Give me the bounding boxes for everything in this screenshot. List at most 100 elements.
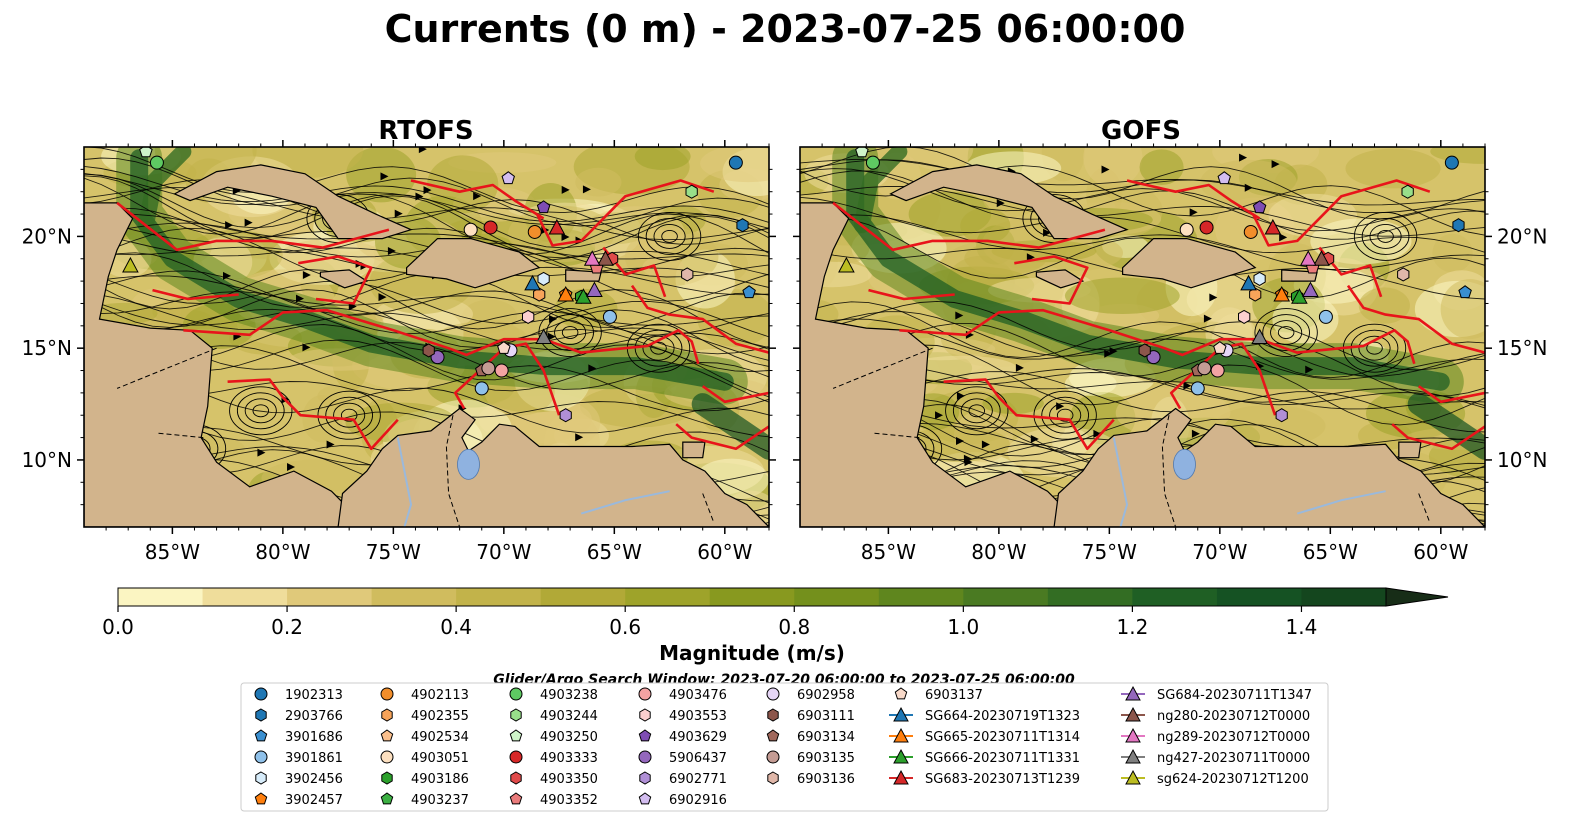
streamline-arrow bbox=[415, 192, 424, 201]
legend-marker bbox=[639, 708, 651, 722]
streamline bbox=[84, 173, 769, 229]
legend-label: 2903766 bbox=[285, 709, 343, 724]
platform-marker bbox=[533, 287, 546, 302]
colorbar-tick-label: 1.2 bbox=[1116, 615, 1148, 639]
eddy-streamline bbox=[968, 404, 986, 418]
streamline-arrow bbox=[935, 411, 944, 420]
landmass bbox=[319, 269, 369, 289]
speed-cell bbox=[700, 147, 769, 183]
eez-boundary bbox=[630, 284, 769, 354]
legend-label: 4902355 bbox=[411, 709, 469, 724]
colorbar-segment bbox=[625, 588, 711, 606]
legend-marker bbox=[893, 706, 909, 722]
streamline-arrow bbox=[473, 192, 482, 201]
streamline-arrow bbox=[1209, 293, 1218, 302]
platform-marker bbox=[1401, 184, 1414, 199]
streamline bbox=[84, 270, 769, 338]
streamline bbox=[800, 301, 1485, 379]
legend-marker bbox=[766, 729, 780, 742]
eddy-streamline bbox=[1049, 402, 1082, 428]
platform-marker bbox=[139, 147, 153, 158]
legend-label: 4903051 bbox=[411, 751, 469, 766]
x-tick-label: 85°W bbox=[145, 540, 200, 564]
landmass bbox=[889, 164, 1129, 240]
legend-marker bbox=[380, 687, 394, 701]
streamline bbox=[800, 158, 1485, 206]
eddy-streamline bbox=[1262, 314, 1310, 351]
legend-label: SG665-20230711T1314 bbox=[925, 730, 1080, 745]
streamline bbox=[84, 298, 769, 361]
colorbar-segment bbox=[794, 588, 880, 606]
legend-label: 6903135 bbox=[797, 751, 855, 766]
platform-marker bbox=[1199, 220, 1214, 235]
speed-cell bbox=[905, 355, 1018, 382]
speed-cell bbox=[1064, 371, 1117, 396]
current-jet-core bbox=[130, 149, 734, 391]
speed-cell bbox=[982, 392, 1044, 415]
speed-cell bbox=[89, 302, 158, 325]
platform-marker bbox=[1275, 408, 1288, 423]
legend-marker bbox=[509, 792, 523, 805]
streamline bbox=[84, 217, 769, 276]
legend-label: ng427-20230711T0000 bbox=[1157, 751, 1310, 766]
eddy-streamline bbox=[1033, 390, 1097, 440]
streamline-arrow bbox=[963, 454, 972, 463]
streamline bbox=[84, 270, 769, 336]
eez-boundary bbox=[868, 288, 955, 301]
legend-label: 3901861 bbox=[285, 751, 343, 766]
speed-cell bbox=[1083, 147, 1143, 188]
streamline-arrow bbox=[1189, 208, 1198, 217]
eddy-streamline bbox=[637, 211, 702, 261]
eddy-streamline bbox=[1369, 223, 1402, 249]
speed-cell bbox=[1139, 149, 1184, 186]
eez-boundary bbox=[675, 423, 769, 451]
y-tick-label: 10°N bbox=[1497, 448, 1547, 472]
legend-label: 6903134 bbox=[797, 730, 855, 745]
streamline-arrow bbox=[1203, 314, 1212, 323]
map-panel-gofs: GOFS 85°W 80°W 75°W 70°W 65°W 60°W 20°N 15°N 10°… bbox=[793, 116, 1547, 564]
x-tick-label: 85°W bbox=[861, 540, 916, 564]
legend-label: 6902771 bbox=[669, 772, 727, 787]
eddy-streamline bbox=[1358, 335, 1391, 361]
colorbar-tick-label: 1.0 bbox=[947, 615, 979, 639]
platform-marker bbox=[1313, 250, 1330, 266]
speed-cell bbox=[1440, 279, 1485, 340]
landmass bbox=[406, 238, 541, 289]
streamline-arrow bbox=[394, 209, 403, 218]
x-tick-label: 60°W bbox=[1413, 540, 1468, 564]
platform-marker bbox=[122, 256, 139, 273]
legend-marker bbox=[380, 750, 394, 764]
platform-marker bbox=[855, 147, 869, 158]
colorbar-extend-arrow bbox=[1385, 587, 1449, 607]
streamline-arrow bbox=[387, 247, 396, 256]
eddy-streamline bbox=[645, 217, 694, 255]
eez-boundary bbox=[1391, 423, 1485, 451]
legend-label: sg624-20230712T1200 bbox=[1157, 772, 1309, 787]
legend-marker bbox=[767, 708, 779, 722]
legend-marker bbox=[766, 750, 780, 764]
streamline-arrow bbox=[981, 440, 990, 449]
legend: 1902313 2903766 3901686 3901861 3902456 39024… bbox=[254, 685, 1312, 808]
legend-label: 4903629 bbox=[669, 730, 727, 745]
legend-label: 4903238 bbox=[540, 688, 598, 703]
platform-marker bbox=[1197, 361, 1212, 376]
platform-marker bbox=[1302, 281, 1319, 298]
platform-marker bbox=[548, 218, 566, 235]
colorbar-tick-label: 0.0 bbox=[102, 615, 134, 639]
streamline-arrow bbox=[1239, 153, 1248, 162]
platform-marker bbox=[865, 155, 880, 170]
platform-marker bbox=[1264, 218, 1282, 235]
speed-cell bbox=[1272, 294, 1339, 345]
platform-marker bbox=[1243, 224, 1258, 239]
legend-label: 6902916 bbox=[669, 793, 727, 808]
colorbar-tick-label: 1.4 bbox=[1286, 615, 1318, 639]
streamline-arrow bbox=[302, 271, 311, 280]
legend-label: 4902113 bbox=[411, 688, 469, 703]
x-tick-label: 70°W bbox=[1192, 540, 1247, 564]
platform-marker bbox=[685, 184, 698, 199]
colorbar-segment bbox=[202, 588, 288, 606]
legend-marker bbox=[1125, 748, 1141, 764]
eez-boundary bbox=[410, 179, 545, 220]
legend-label: 4903333 bbox=[540, 751, 598, 766]
platform-marker bbox=[1253, 271, 1266, 286]
